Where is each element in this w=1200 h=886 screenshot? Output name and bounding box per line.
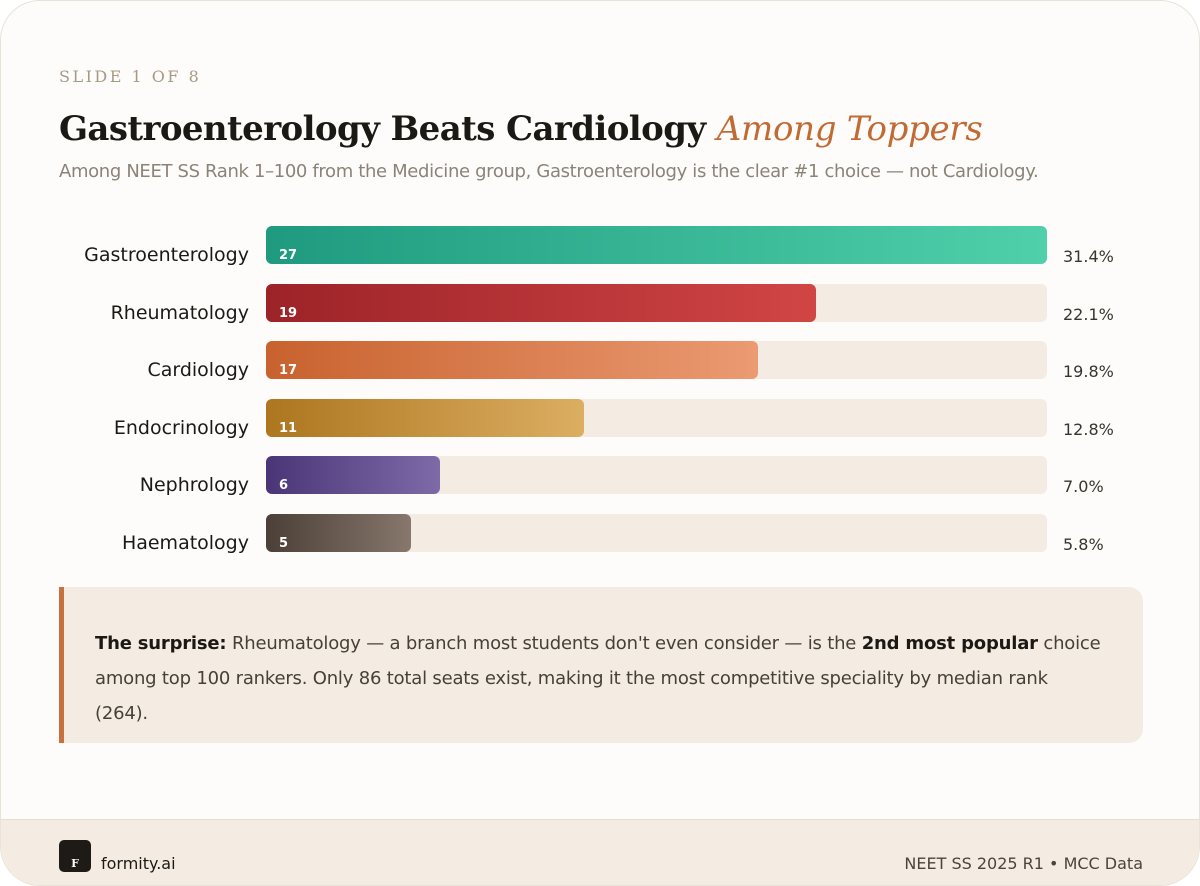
bar-percent-gastroenterology: 31.4% — [1063, 247, 1114, 266]
bar-chart: Gastroenterology 27 31.4% Rheumatology 19 22.… — [1, 1, 1199, 581]
formity-logo-icon: F — [59, 840, 91, 872]
bar-percent-endocrinology: 12.8% — [1063, 419, 1114, 439]
bar-percent-nephrology: 7.0% — [1063, 477, 1104, 496]
insight-text: The surprise: Rheumatology — a branch mo… — [95, 626, 1103, 731]
insight-callout: The surprise: Rheumatology — a branch mo… — [59, 587, 1143, 743]
category-label-cardiology: Cardiology — [147, 359, 249, 381]
brand-name: formity.ai — [101, 854, 176, 873]
logo-letter: F — [71, 857, 79, 870]
insight-emphasis: 2nd most popular — [861, 633, 1038, 654]
bar-percent-cardiology: 19.8% — [1063, 362, 1114, 381]
bar-value-endocrinology: 11 — [279, 420, 298, 436]
bar-value-nephrology: 6 — [279, 478, 289, 493]
title-accent: Among Toppers — [716, 109, 983, 149]
bar-rheumatology — [266, 283, 816, 322]
category-label-nephrology: Nephrology — [139, 474, 249, 496]
bar-value-cardiology: 17 — [279, 363, 298, 378]
insight-lead: The surprise: — [95, 633, 227, 654]
bar-percent-rheumatology: 22.1% — [1063, 304, 1114, 324]
category-label-endocrinology: Endocrinology — [113, 416, 249, 439]
category-label-gastroenterology: Gastroenterology — [84, 244, 249, 266]
footer: F formity.ai NEET SS 2025 R1 • MCC Data — [1, 819, 1199, 885]
insight-body-2: choice among top 100 rankers. Only 86 to… — [95, 633, 1101, 724]
bar-haematology — [266, 513, 411, 552]
category-label-haematology: Haematology — [121, 531, 249, 554]
bar-cardiology — [266, 341, 758, 379]
slide-title: Gastroenterology Beats Cardiology Among … — [59, 109, 983, 149]
slide-counter: SLIDE 1 OF 8 — [59, 67, 202, 86]
title-main: Gastroenterology Beats Cardiology — [59, 109, 706, 149]
category-label-rheumatology: Rheumatology — [110, 301, 249, 324]
bar-nephrology — [266, 456, 440, 494]
insight-body-1: Rheumatology — a branch most students do… — [226, 633, 862, 654]
slide-subtitle: Among NEET SS Rank 1–100 from the Medici… — [59, 161, 1039, 182]
bar-value-haematology: 5 — [279, 535, 289, 551]
data-source: NEET SS 2025 R1 • MCC Data — [904, 854, 1143, 873]
bar-gastroenterology — [266, 226, 1047, 264]
bar-value-gastroenterology: 27 — [279, 248, 298, 263]
bar-value-rheumatology: 19 — [279, 305, 298, 321]
bar-endocrinology — [266, 398, 584, 437]
bar-percent-haematology: 5.8% — [1063, 534, 1104, 554]
